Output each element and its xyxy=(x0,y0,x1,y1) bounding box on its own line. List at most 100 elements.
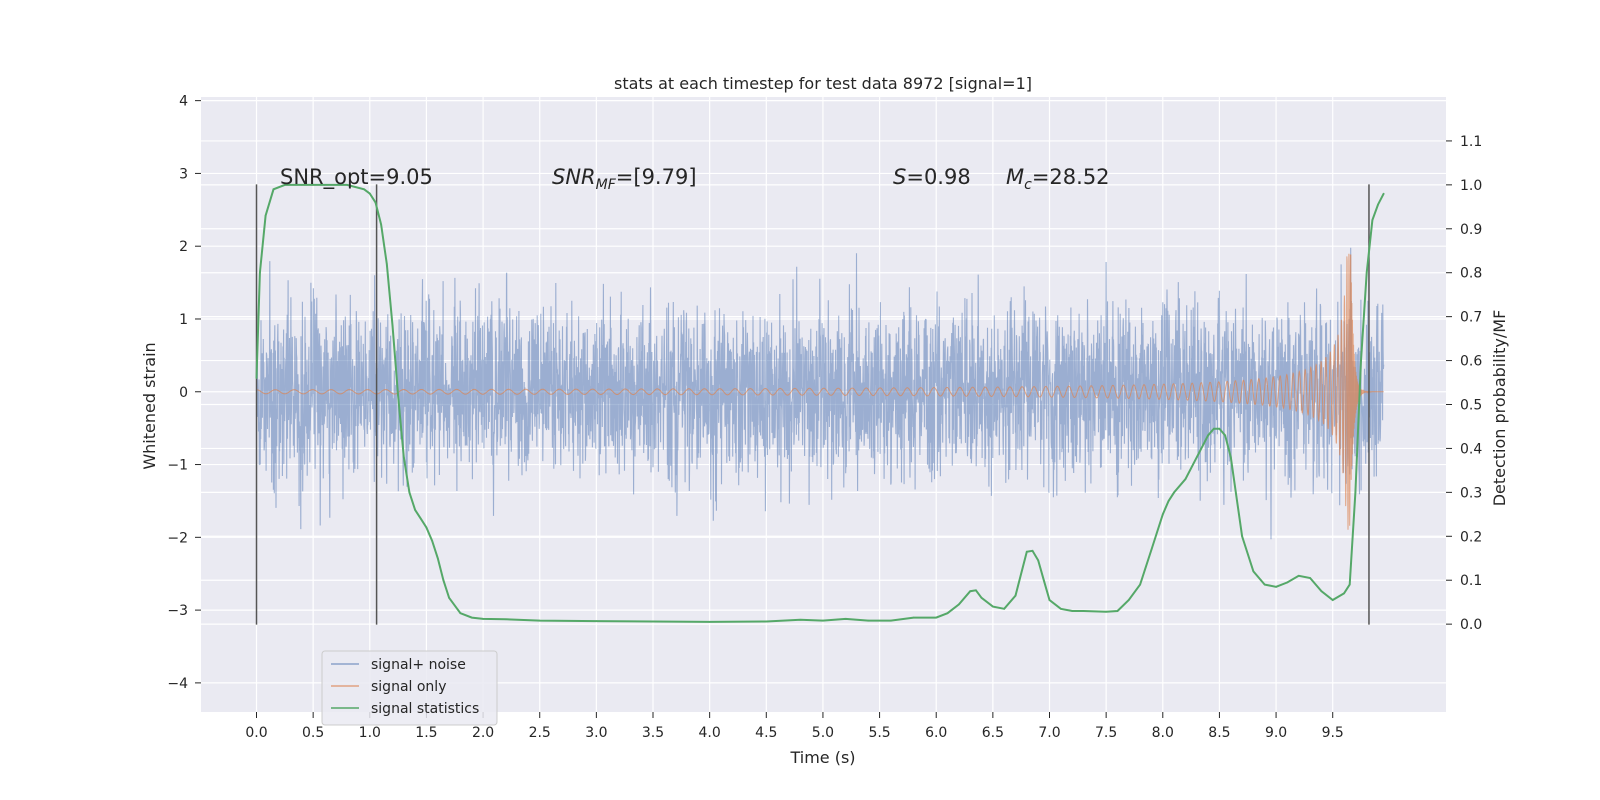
y-right-tick-label: 0.1 xyxy=(1460,573,1482,589)
annotation-snr-mf-value: =[9.79] xyxy=(616,165,697,189)
stats-point xyxy=(1116,610,1119,612)
stats-point xyxy=(1365,271,1368,274)
stats-point xyxy=(958,603,960,606)
stats-point xyxy=(1207,434,1209,437)
stats-point xyxy=(1167,500,1170,502)
stats-point xyxy=(255,377,258,379)
stats-point xyxy=(1026,550,1028,553)
stats-point xyxy=(980,597,983,599)
series-signal-only xyxy=(256,253,1384,530)
stats-point xyxy=(1213,427,1215,430)
annotation-mc-sub: c xyxy=(1024,177,1032,193)
stats-point xyxy=(708,621,711,623)
stats-point xyxy=(652,620,654,623)
x-tick-label: 9.0 xyxy=(1265,725,1287,741)
annotation-snr-mf: SNRMF=[9.79] xyxy=(552,165,697,193)
stats-point xyxy=(437,557,439,560)
annotation-mc-value: =28.52 xyxy=(1032,165,1110,189)
stats-point xyxy=(1309,577,1311,579)
stats-point xyxy=(1060,608,1062,610)
stats-point xyxy=(264,214,267,217)
stats-point xyxy=(391,324,394,327)
x-tick-label: 3.0 xyxy=(585,725,607,741)
stats-point xyxy=(1263,583,1266,586)
stats-point xyxy=(1071,610,1073,612)
y-right-tick-label: 0.9 xyxy=(1460,222,1482,238)
legend-label-stats: signal statistics xyxy=(371,701,479,717)
y-tick-label: −3 xyxy=(167,603,188,619)
annotation-mc-symbol: M xyxy=(1006,165,1024,189)
stats-point xyxy=(380,223,382,226)
stats-point xyxy=(272,188,275,191)
legend: signal+ noise signal only signal statist… xyxy=(321,650,498,726)
stats-point xyxy=(504,618,507,621)
series-signal-plus-noise xyxy=(255,247,1385,540)
x-tick-label: 8.5 xyxy=(1208,725,1230,741)
stats-point xyxy=(259,271,261,274)
x-tick-label: 5.5 xyxy=(868,725,890,741)
noise-line xyxy=(255,247,1385,540)
stats-point xyxy=(1043,579,1045,581)
stats-point xyxy=(1331,599,1334,601)
stats-point xyxy=(975,589,977,592)
annotation-snr-mf-sub: MF xyxy=(596,177,617,193)
stats-point xyxy=(1173,491,1175,494)
y-tick-label: −1 xyxy=(167,458,188,474)
stats-point xyxy=(420,517,422,520)
stats-point xyxy=(1252,570,1255,573)
stats-point xyxy=(363,188,365,191)
stats-point xyxy=(765,620,768,623)
stats-point xyxy=(1241,535,1243,538)
x-tick-label: 6.5 xyxy=(982,725,1004,741)
stats-point xyxy=(284,184,286,186)
annotation-s: S=0.98 xyxy=(893,165,971,189)
stats-point xyxy=(323,184,326,186)
x-tick-label: 4.5 xyxy=(755,725,777,741)
x-tick-label: 5.0 xyxy=(812,725,834,741)
y-right-tick-label: 0.7 xyxy=(1460,310,1482,326)
stats-line xyxy=(255,183,1385,623)
signal-line xyxy=(256,253,1384,530)
x-tick-label: 7.0 xyxy=(1038,725,1060,741)
stats-point xyxy=(414,509,416,511)
stats-point xyxy=(867,619,869,622)
x-tick-label: 1.0 xyxy=(359,725,381,741)
stats-point xyxy=(1360,359,1362,362)
stats-point xyxy=(1354,491,1357,494)
y-tick-label: 4 xyxy=(179,94,188,110)
stats-point xyxy=(1014,594,1017,597)
stats-point xyxy=(969,590,971,592)
stats-point xyxy=(992,605,994,608)
chart-title: stats at each timestep for test data 897… xyxy=(614,74,1032,93)
stats-point xyxy=(1371,219,1374,221)
stats-point xyxy=(1037,559,1039,562)
legend-label-signal: signal only xyxy=(371,679,446,695)
annotation-snr-mf-base: SNR xyxy=(552,165,596,189)
y-tick-label: 1 xyxy=(179,312,188,328)
y-right-tick-label: 0.3 xyxy=(1460,485,1482,501)
stats-point xyxy=(482,618,484,620)
stats-point xyxy=(425,526,428,529)
stats-point xyxy=(1230,456,1232,459)
y-right-tick-label: 0.0 xyxy=(1460,617,1482,633)
stats-point xyxy=(1348,583,1351,586)
x-tick-label: 8.0 xyxy=(1152,725,1174,741)
y-right-tick-label: 1.1 xyxy=(1460,134,1482,150)
stats-point xyxy=(1139,583,1141,586)
stats-point xyxy=(1184,478,1187,481)
legend-box xyxy=(321,650,498,726)
stats-point xyxy=(799,619,802,621)
x-tick-label: 2.5 xyxy=(529,725,551,741)
stats-point xyxy=(1275,586,1277,588)
stats-point xyxy=(890,619,892,622)
y-tick-label: 2 xyxy=(179,239,188,255)
y-right-tick-label: 0.4 xyxy=(1460,441,1482,457)
y-right-tick-label: 0.6 xyxy=(1460,354,1482,370)
stats-point xyxy=(1320,590,1323,592)
y-tick-label: −2 xyxy=(167,530,188,546)
stats-point xyxy=(471,616,473,619)
stats-point xyxy=(397,394,399,397)
y-tick-label: −4 xyxy=(167,676,188,692)
stats-point xyxy=(408,491,411,494)
